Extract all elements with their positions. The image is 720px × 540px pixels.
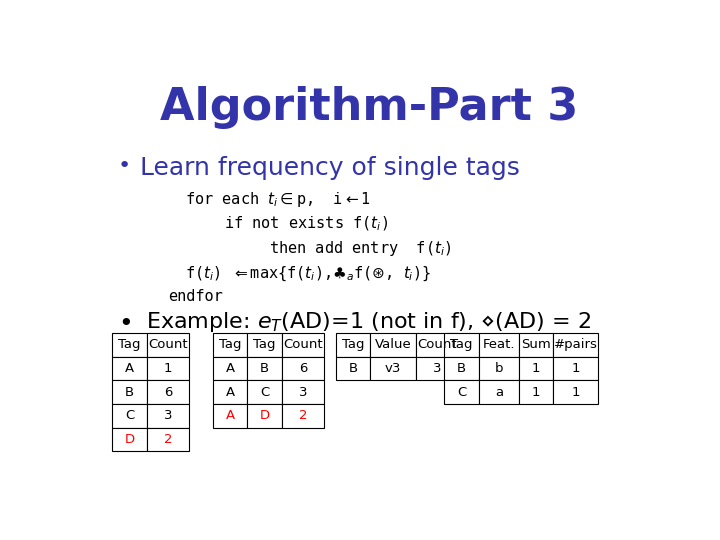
Bar [213,333,248,357]
Bar [552,380,598,404]
Bar [519,357,552,380]
Text: a: a [495,386,503,399]
Text: Tag: Tag [253,339,276,352]
Bar [112,428,147,451]
Bar [370,357,416,380]
Bar [479,333,519,357]
Text: endfor: endfor [168,289,223,305]
Bar [444,333,479,357]
Text: b: b [495,362,503,375]
Bar [444,357,479,380]
Text: Count: Count [148,339,188,352]
Text: 3: 3 [299,386,307,399]
Text: 6: 6 [299,362,307,375]
Bar [282,380,324,404]
Text: Tag: Tag [219,339,241,352]
Bar [416,357,458,380]
Bar [444,380,479,404]
Bar [282,404,324,428]
Text: D: D [260,409,270,422]
Bar [370,333,416,357]
Bar [519,333,552,357]
Text: then add entry  f($t_i$): then add entry f($t_i$) [269,239,451,259]
Bar [479,357,519,380]
Text: Tag: Tag [341,339,364,352]
Bar [112,357,147,380]
Text: A: A [225,362,235,375]
Text: 1: 1 [571,362,580,375]
Bar [336,333,370,357]
Bar [147,357,189,380]
Text: Tag: Tag [118,339,141,352]
Text: A: A [125,362,134,375]
Text: D: D [125,433,135,446]
Text: Learn frequency of single tags: Learn frequency of single tags [140,156,520,180]
Bar [112,404,147,428]
Bar [248,357,282,380]
Text: C: C [260,386,269,399]
Bar [519,380,552,404]
Text: B: B [125,386,134,399]
Text: 1: 1 [531,362,540,375]
Text: C: C [125,409,134,422]
Bar [479,380,519,404]
Text: 2: 2 [163,433,172,446]
Text: Count: Count [417,339,456,352]
Bar [336,357,370,380]
Bar [112,333,147,357]
Text: 3: 3 [433,362,441,375]
Text: for each $t_i$$\in$p,  i$\leftarrow$1: for each $t_i$$\in$p, i$\leftarrow$1 [185,190,371,208]
Text: A: A [225,386,235,399]
Bar [213,404,248,428]
Text: Tag: Tag [451,339,473,352]
Bar [282,357,324,380]
Text: B: B [348,362,357,375]
Text: B: B [457,362,466,375]
Text: f($t_i$) $\Leftarrow$max{f($t_i$),$\clubsuit_a$f($\circledast$, $t_i$)}: f($t_i$) $\Leftarrow$max{f($t_i$),$\club… [185,265,431,283]
Bar [147,428,189,451]
Text: 6: 6 [163,386,172,399]
Text: 2: 2 [299,409,307,422]
Bar [552,333,598,357]
Bar [248,404,282,428]
Bar [147,380,189,404]
Text: 1: 1 [163,362,172,375]
Bar [147,333,189,357]
Text: •: • [118,312,132,336]
Text: Feat.: Feat. [483,339,516,352]
Text: 3: 3 [163,409,172,422]
Bar [248,380,282,404]
Text: Example: $e_T$(AD)=1 (not in f), $\diamond$(AD) = 2: Example: $e_T$(AD)=1 (not in f), $\diamo… [145,310,591,334]
Bar [213,357,248,380]
Bar [416,333,458,357]
Text: if not exists f($t_i$): if not exists f($t_i$) [224,214,388,233]
Bar [213,380,248,404]
Bar [552,357,598,380]
Text: •: • [118,156,131,176]
Text: 1: 1 [531,386,540,399]
Bar [282,333,324,357]
Text: C: C [457,386,467,399]
Text: Value: Value [374,339,411,352]
Bar [147,404,189,428]
Text: #pairs: #pairs [554,339,598,352]
Text: B: B [260,362,269,375]
Bar [112,380,147,404]
Text: 1: 1 [571,386,580,399]
Bar [248,333,282,357]
Text: Sum: Sum [521,339,551,352]
Text: v3: v3 [384,362,401,375]
Text: Algorithm-Part 3: Algorithm-Part 3 [160,85,578,129]
Text: A: A [225,409,235,422]
Text: Count: Count [283,339,323,352]
